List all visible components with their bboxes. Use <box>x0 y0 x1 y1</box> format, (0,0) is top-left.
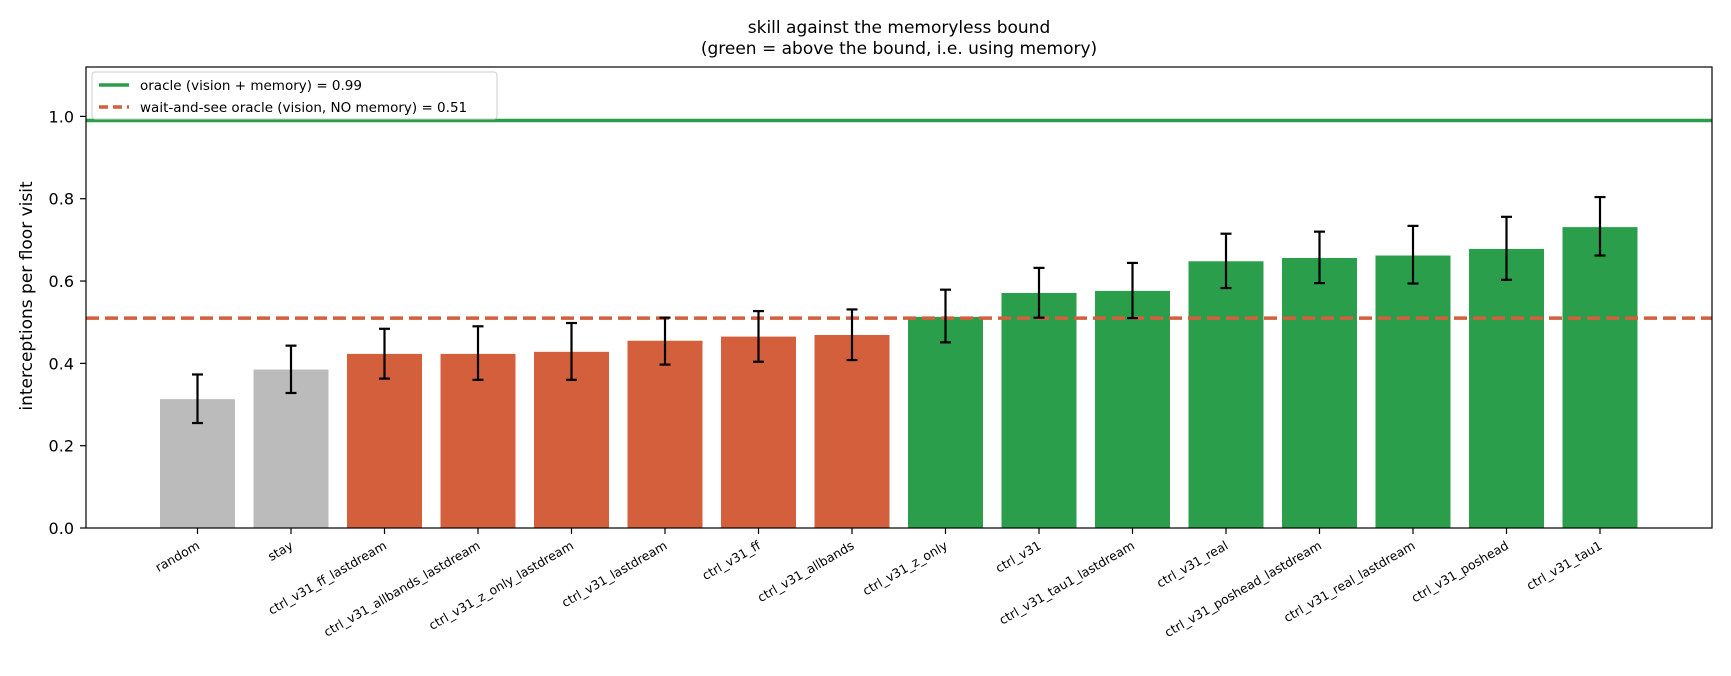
x-tick-label: stay <box>265 537 296 564</box>
x-tick-label: ctrl_v31_z_only <box>860 537 951 598</box>
error-bar-ctrl_v31_z_only <box>940 288 951 344</box>
error-bar-ctrl_v31_ff <box>753 309 764 363</box>
chart-subtitle: (green = above the bound, i.e. using mem… <box>701 39 1097 59</box>
error-bar-ctrl_v31_real <box>1220 232 1232 290</box>
bar-ctrl_v31_tau1_lastdream <box>1095 290 1170 528</box>
bar-ctrl_v31_poshead <box>1469 248 1544 528</box>
bar-ctrl_v31_allbands <box>814 334 890 528</box>
bar-ctrl_v31_tau1 <box>1562 227 1638 528</box>
legend-bound-label: wait-and-see oracle (vision, NO memory) … <box>140 100 467 116</box>
error-bar-ctrl_v31_allbands <box>846 308 858 362</box>
x-tick-label: ctrl_v31 <box>993 538 1044 576</box>
bar-ctrl_v31_real_lastdream <box>1375 255 1451 529</box>
bar-ctrl_v31_ff <box>721 336 796 528</box>
x-tick-label: ctrl_v31_tau1 <box>1524 538 1605 593</box>
bar-ctrl_v31_real <box>1188 261 1264 528</box>
y-tick-label: 1.0 <box>49 107 74 126</box>
legend: oracle (vision + memory) = 0.99 wait-and-… <box>91 71 498 120</box>
error-bar-ctrl_v31_ff_lastdream <box>379 327 390 380</box>
y-tick-label: 0.6 <box>49 272 74 291</box>
x-tick-label: ctrl_v31_allbands_lastdream <box>321 538 483 640</box>
error-bar-ctrl_v31_poshead <box>1501 215 1512 281</box>
error-bar-ctrl_v31_tau1_lastdream <box>1127 261 1138 320</box>
legend-box <box>91 71 498 120</box>
x-tick-label: ctrl_v31_poshead_lastdream <box>1162 538 1324 640</box>
x-tick-label: ctrl_v31_real <box>1154 538 1231 591</box>
bar-ctrl_v31_allbands_lastdream <box>440 353 516 528</box>
bar-ctrl_v31_z_only_lastdream <box>534 351 609 528</box>
axes-frame <box>85 66 1713 529</box>
error-bar-stay <box>285 344 297 395</box>
error-bar-ctrl_v31_tau1 <box>1594 195 1606 257</box>
bar-ctrl_v31_z_only <box>908 316 983 528</box>
legend-oracle-label: oracle (vision + memory) = 0.99 <box>140 78 362 94</box>
y-tick-label: 0.4 <box>49 354 74 373</box>
y-axis-label: interceptions per floor visit <box>17 181 37 411</box>
error-bar-ctrl_v31_poshead_lastdream <box>1314 230 1325 285</box>
error-bar-ctrl_v31_lastdream <box>659 316 671 366</box>
x-tick-label: random <box>153 538 202 575</box>
y-tick-label: 0.8 <box>49 190 74 209</box>
y-tick-label: 0.0 <box>49 519 74 538</box>
x-tick-label: ctrl_v31_allbands <box>755 538 857 605</box>
y-tick-label: 0.2 <box>49 437 74 456</box>
error-bar-ctrl_v31 <box>1033 266 1045 319</box>
x-tick-label: ctrl_v31_ff <box>699 537 763 583</box>
bar-stay <box>253 369 329 528</box>
bar-ctrl_v31_poshead_lastdream <box>1282 257 1357 528</box>
bar-ctrl_v31 <box>1001 292 1077 528</box>
error-bar-random <box>192 373 203 425</box>
error-bar-ctrl_v31_allbands_lastdream <box>472 325 484 381</box>
x-tick-label: ctrl_v31_poshead <box>1409 538 1511 606</box>
bar-ctrl_v31_lastdream <box>627 340 703 528</box>
error-bar-ctrl_v31_real_lastdream <box>1407 224 1419 285</box>
error-bar-ctrl_v31_z_only_lastdream <box>566 321 577 381</box>
bar-ctrl_v31_ff_lastdream <box>347 353 422 528</box>
chart-title: skill against the memoryless bound <box>748 18 1051 38</box>
x-tick-label: ctrl_v31_lastdream <box>559 538 670 611</box>
